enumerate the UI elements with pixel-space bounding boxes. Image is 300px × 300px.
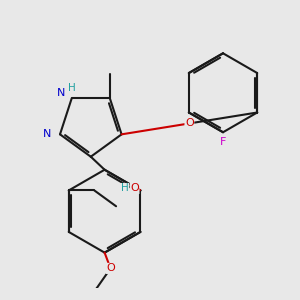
Text: O: O bbox=[130, 184, 139, 194]
Text: O: O bbox=[106, 263, 115, 273]
Text: N: N bbox=[43, 129, 52, 139]
Text: O: O bbox=[185, 118, 194, 128]
Text: N: N bbox=[56, 88, 65, 98]
Text: H: H bbox=[68, 83, 76, 93]
Text: H: H bbox=[121, 184, 129, 194]
Text: F: F bbox=[220, 137, 226, 147]
